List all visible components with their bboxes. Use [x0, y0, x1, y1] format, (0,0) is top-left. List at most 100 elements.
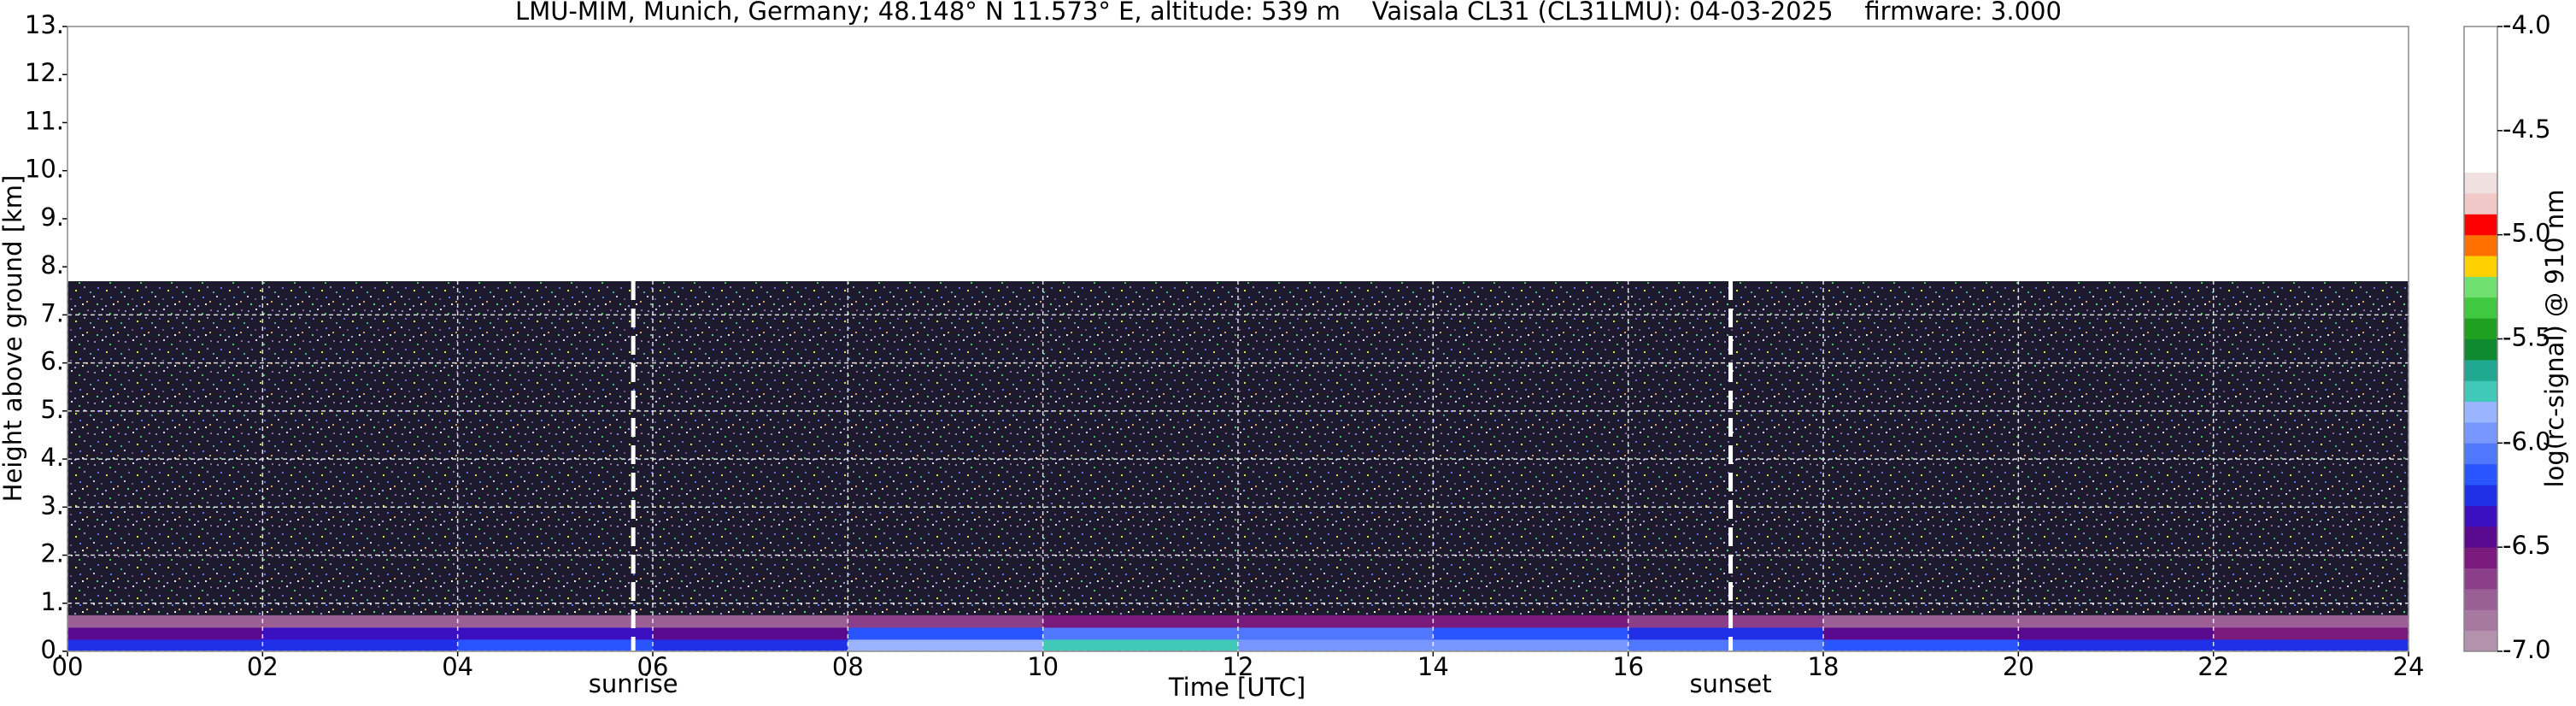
heatmap-cell: [2213, 638, 2409, 652]
heatmap-cell: [262, 627, 459, 640]
heatmap-cell: [2018, 627, 2215, 640]
x-tick-label: 20: [2003, 652, 2034, 681]
colorbar-segment: [2464, 234, 2497, 256]
colorbar-segment: [2464, 109, 2497, 132]
y-tick-label: 5.: [40, 395, 64, 424]
colorbar-segment: [2464, 89, 2497, 110]
heatmap-cell: [1433, 615, 1629, 628]
colorbar-segment: [2464, 151, 2497, 174]
heatmap-cell: [262, 615, 459, 628]
colorbar-segment: [2464, 380, 2497, 403]
colorbar-segment: [2464, 338, 2497, 361]
colorbar-segment: [2464, 192, 2497, 215]
colorbar-segment: [2464, 505, 2497, 527]
heatmap-cell: [67, 638, 263, 652]
y-tick-label: 8.: [40, 250, 64, 279]
colorbar-tick-label: -6.5: [2503, 531, 2551, 560]
colorbar-segment: [2464, 359, 2497, 381]
colorbar-segment: [2464, 421, 2497, 444]
y-tick-label: 6.: [40, 347, 64, 376]
heatmap-cell: [1628, 627, 1824, 640]
colorbar-tick-label: -4.5: [2503, 115, 2551, 144]
y-tick-label: 9.: [40, 203, 64, 232]
x-axis-label: Time [UTC]: [1168, 673, 1306, 702]
colorbar-segment: [2464, 47, 2497, 69]
colorbar-segment: [2464, 214, 2497, 236]
heatmap-cell: [848, 627, 1044, 640]
heatmap-cell: [67, 615, 263, 628]
colorbar-segment: [2464, 630, 2497, 652]
heatmap-cell: [1628, 615, 1824, 628]
colorbar-segment: [2464, 401, 2497, 423]
colorbar-segment: [2464, 485, 2497, 506]
heatmap-cell: [848, 638, 1044, 652]
heatmap-cell: [1823, 638, 2019, 652]
heatmap-cell: [457, 627, 654, 640]
colorbar-segment: [2464, 256, 2497, 277]
y-tick-label: 11.: [25, 106, 64, 135]
heatmap-cell: [1823, 627, 2019, 640]
plot-frame: [67, 26, 2409, 652]
y-tick-label: 2.: [40, 539, 64, 568]
heatmap-cell: [1238, 627, 1434, 640]
colorbar-tick-label: -6.0: [2503, 427, 2551, 456]
colorbar-segment: [2464, 443, 2497, 465]
heatmap-cell: [1433, 638, 1629, 652]
y-tick-label: 7.: [40, 298, 64, 327]
colorbar-segment: [2464, 68, 2497, 90]
colorbar-segment: [2464, 463, 2497, 485]
heatmap-cell: [1042, 627, 1239, 640]
colorbar-segment: [2464, 547, 2497, 569]
x-tick-label: 14: [1417, 652, 1449, 681]
heatmap-cell: [653, 615, 848, 628]
heatmap-cell: [457, 615, 654, 628]
y-tick-label: 12.: [25, 58, 64, 87]
heatmap-cell: [1042, 638, 1239, 652]
colorbar-segment: [2464, 26, 2497, 48]
heatmap-cell: [848, 615, 1044, 628]
colorbar-label: log(rc-signal) @ 910 nm: [2540, 190, 2569, 488]
colorbar-segment: [2464, 318, 2497, 339]
heatmap-cell: [457, 638, 654, 652]
heatmap-cell: [1042, 615, 1239, 628]
x-tick-label: 24: [2393, 652, 2425, 681]
y-tick-label: 3.: [40, 491, 64, 520]
y-tick-label: 1.: [40, 587, 64, 616]
heatmap-cell: [2213, 615, 2409, 628]
colorbar-tick-label: -7.0: [2503, 635, 2551, 664]
colorbar-segment: [2464, 568, 2497, 590]
y-tick-label: 13.: [25, 10, 64, 39]
colorbar-segment: [2464, 526, 2497, 548]
event-label: sunset: [1689, 669, 1771, 698]
y-tick-label: 10.: [25, 155, 64, 184]
colorbar-tick-label: -5.0: [2503, 219, 2551, 248]
y-tick-label: 0.: [40, 635, 64, 664]
heatmap-cell: [1433, 627, 1629, 640]
heatmap-cell: [2018, 638, 2215, 652]
heatmap-cell: [262, 638, 459, 652]
heatmap-cell: [1238, 615, 1434, 628]
x-tick-label: 16: [1612, 652, 1644, 681]
event-label: sunrise: [589, 669, 678, 698]
heatmap-cell: [1238, 638, 1434, 652]
y-tick-label: 4.: [40, 443, 64, 472]
heatmap-cell: [653, 638, 848, 652]
heatmap-cell: [67, 627, 263, 640]
x-tick-label: 22: [2198, 652, 2229, 681]
heatmap-cell: [2213, 627, 2409, 640]
heatmap-cell: [2018, 615, 2215, 628]
colorbar-tick-label: -4.0: [2503, 10, 2551, 39]
x-tick-label: 08: [832, 652, 864, 681]
chart-title: LMU-MIM, Munich, Germany; 48.148° N 11.5…: [515, 0, 2062, 26]
colorbar-segment: [2464, 130, 2497, 152]
y-axis-label: Height above ground [km]: [0, 175, 27, 503]
x-tick-label: 12: [1223, 652, 1254, 681]
x-tick-label: 00: [52, 652, 84, 681]
x-tick-label: 04: [442, 652, 473, 681]
x-tick-label: 02: [247, 652, 279, 681]
colorbar-segment: [2464, 297, 2497, 319]
x-tick-label: 06: [637, 652, 669, 681]
colorbar-segment: [2464, 609, 2497, 632]
